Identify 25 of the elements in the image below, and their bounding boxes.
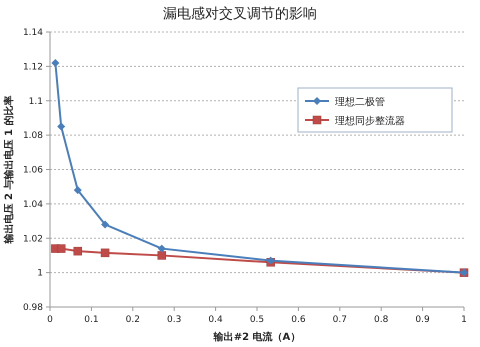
x-tick-label: 0.6 <box>291 315 306 325</box>
y-tick-label: 1.04 <box>22 200 44 210</box>
x-axis-title: 输出#2 电流（A） <box>212 331 300 343</box>
x-tick-label: 0.5 <box>250 315 264 325</box>
y-tick-label: 1.12 <box>22 62 43 72</box>
x-tick-label: 0 <box>47 315 54 325</box>
legend-label: 理想同步整流器 <box>335 115 405 127</box>
x-tick-label: 0.2 <box>126 315 140 325</box>
y-tick-label: 1.06 <box>22 166 44 176</box>
y-tick-label: 1.1 <box>28 96 43 107</box>
y-tick-label: 1.14 <box>22 28 44 38</box>
x-tick-label: 0.8 <box>374 315 389 325</box>
y-axis-title: 输出电压 2 与输出电压 1 的比率 <box>3 96 15 244</box>
y-tick-label: 1.02 <box>22 234 43 244</box>
legend-label: 理想二极管 <box>335 96 385 108</box>
y-tick-label: 1 <box>37 268 43 279</box>
chart-title: 漏电感对交叉调节的影响 <box>163 6 317 22</box>
y-tick-label: 1.08 <box>22 131 44 142</box>
x-tick-label: 1 <box>461 315 467 325</box>
y-tick-label: 0.98 <box>22 303 44 313</box>
x-tick-label: 0.4 <box>208 315 224 325</box>
x-tick-label: 0.1 <box>84 315 99 325</box>
x-tick-label: 0.3 <box>167 315 182 325</box>
x-tick-label: 0.7 <box>332 315 347 325</box>
x-tick-label: 0.9 <box>415 315 430 325</box>
